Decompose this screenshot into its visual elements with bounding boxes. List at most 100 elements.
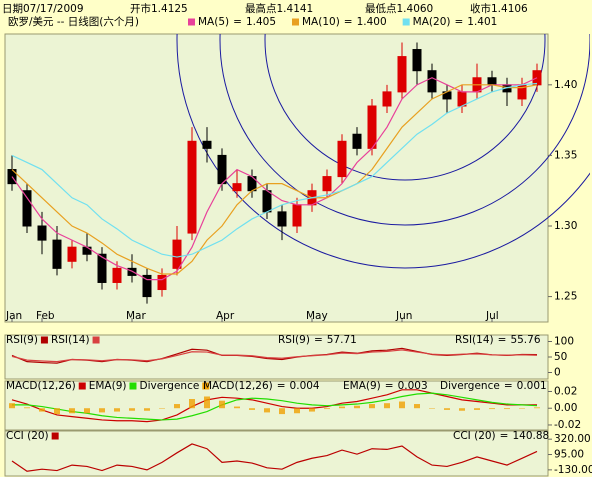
series-line (11, 82, 538, 258)
x-tick-label: Jan (5, 310, 22, 322)
legend-swatch (51, 432, 59, 440)
candle-body (82, 246, 92, 255)
y-tick-label: 0 (554, 366, 561, 378)
readout-value: 0.001 (517, 380, 547, 392)
legend-swatch (202, 382, 210, 390)
x-tick-label: Feb (36, 310, 55, 322)
candle-body (37, 225, 47, 241)
candle-body (142, 274, 152, 298)
candle-body (382, 91, 392, 107)
candle-body (427, 70, 437, 93)
candle-body (397, 56, 407, 93)
divergence-bar (429, 408, 435, 409)
readout-name: RSI(14) (455, 334, 494, 346)
y-tick-label: 1.35 (554, 149, 577, 161)
divergence-bar (294, 408, 300, 414)
field-label: 开市 (130, 2, 151, 15)
series-line (11, 84, 538, 275)
candle-body (457, 91, 467, 107)
legend-value: 1.405 (246, 16, 276, 28)
readout-value: 57.71 (327, 334, 357, 346)
arc (264, 34, 546, 181)
divergence-bar (24, 407, 30, 409)
candle-body (262, 190, 272, 213)
legend-name: MA(20) (413, 16, 451, 28)
field-value: 1.4141 (277, 3, 314, 15)
candle-body (157, 274, 167, 291)
readout-value: 55.76 (510, 334, 540, 346)
legend-name: MA(5) (198, 16, 229, 28)
divergence-bar (519, 408, 525, 409)
series-line (11, 77, 538, 281)
header-label: 日期 (2, 3, 23, 15)
legend-name: EMA(9) (89, 380, 127, 392)
field-value: 1.4106 (491, 3, 528, 15)
candle-body (202, 140, 212, 149)
readout-sep: = (277, 380, 286, 392)
legend-name: MA(10) (302, 16, 340, 28)
candle-body (412, 49, 422, 72)
divergence-bar (144, 408, 150, 411)
x-tick-label: Jun (395, 310, 412, 322)
divergence-bar (39, 408, 45, 412)
field-label: 收市 (470, 2, 491, 15)
chart-title: 欧罗/美元 -- 日线图(六个月) (8, 15, 139, 28)
divergence-bar (219, 400, 225, 409)
divergence-bar (159, 408, 165, 409)
series-line (11, 389, 537, 423)
legend-value: 1.400 (357, 16, 387, 28)
candle-body (67, 246, 77, 262)
legend-value: 1.401 (467, 16, 497, 28)
y-tick-label: 1.40 (554, 79, 577, 91)
y-tick-label: 1.30 (554, 220, 577, 232)
legend-name: CCI (20) (6, 430, 49, 442)
field-label: 最高点 (245, 2, 277, 15)
y-tick-label: 50 (554, 351, 567, 363)
candle-body (52, 239, 62, 269)
series-line (11, 349, 538, 363)
readout-name: MACD(12,26) (203, 380, 273, 392)
readout-sep: = (504, 380, 513, 392)
divergence-bar (309, 408, 315, 412)
candle-body (367, 105, 377, 149)
candle-body (112, 267, 122, 283)
candle-body (232, 183, 242, 192)
divergence-bar (189, 399, 195, 409)
legend-swatch (292, 18, 299, 26)
legend-sep: = (344, 16, 353, 28)
divergence-bar (69, 408, 75, 414)
divergence-bar (354, 405, 360, 409)
divergence-bar (474, 408, 480, 410)
legend-sep: = (454, 16, 463, 28)
arc (176, 34, 590, 269)
readout-value: 0.003 (398, 380, 428, 392)
readout-name: RSI(9) (278, 334, 310, 346)
divergence-bar (279, 408, 285, 415)
divergence-bar (459, 408, 465, 411)
legend-swatch (40, 336, 48, 344)
candle-body (322, 176, 332, 192)
divergence-bar (9, 403, 15, 409)
divergence-bar (84, 408, 90, 414)
candle-body (172, 239, 182, 269)
candle-body (292, 204, 302, 227)
y-tick-label: 0.02 (554, 385, 577, 397)
divergence-bar (444, 408, 450, 410)
series-line (12, 392, 538, 421)
y-tick-label: 320.00 (554, 433, 591, 445)
candle-body (337, 140, 347, 178)
divergence-bar (174, 404, 180, 409)
divergence-bar (204, 396, 210, 409)
divergence-bar (264, 408, 270, 413)
candle-body (217, 154, 227, 185)
field-value: 1.4060 (397, 3, 434, 15)
field-value: 1.4125 (151, 3, 188, 15)
candle-body (352, 133, 362, 149)
candle-body (97, 253, 107, 283)
arc (219, 34, 590, 226)
divergence-bar (384, 403, 390, 409)
candle-body (127, 267, 137, 276)
divergence-bar (414, 404, 420, 409)
divergence-bar (369, 404, 375, 409)
legend-name: Divergence (139, 380, 199, 392)
